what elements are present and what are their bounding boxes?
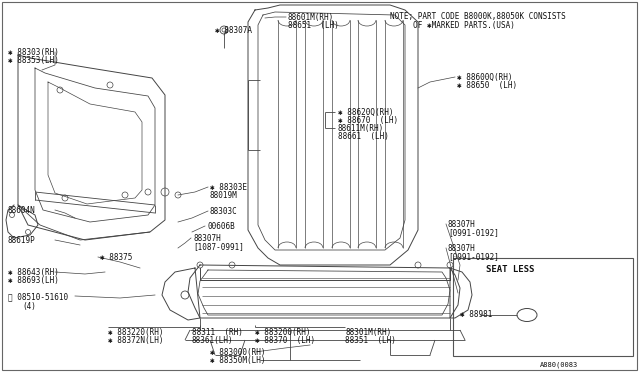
- Ellipse shape: [517, 308, 537, 321]
- Text: 88351  (LH): 88351 (LH): [345, 336, 396, 345]
- Text: ✱ 88693(LH): ✱ 88693(LH): [8, 276, 59, 285]
- Text: SEAT LESS: SEAT LESS: [486, 265, 534, 274]
- Text: ✱ 88372N(LH): ✱ 88372N(LH): [108, 336, 163, 345]
- Text: ✱ 88303(RH): ✱ 88303(RH): [8, 48, 59, 57]
- Circle shape: [107, 82, 113, 88]
- Text: ✱ 88307A: ✱ 88307A: [215, 26, 252, 35]
- Text: (4): (4): [22, 302, 36, 311]
- Text: ✱ 883000(RH): ✱ 883000(RH): [210, 348, 266, 357]
- Text: Ⓢ 08510-51610: Ⓢ 08510-51610: [8, 292, 68, 301]
- Text: [0991-0192]: [0991-0192]: [448, 252, 499, 261]
- Text: 88604N: 88604N: [8, 206, 36, 215]
- Text: ✱ 88981: ✱ 88981: [460, 310, 492, 319]
- Text: ✱ 88353(LH): ✱ 88353(LH): [8, 56, 59, 65]
- Circle shape: [161, 188, 169, 196]
- Text: 88661  (LH): 88661 (LH): [338, 132, 389, 141]
- Text: ✱ 88670  (LH): ✱ 88670 (LH): [338, 116, 398, 125]
- Text: ✱ 88600Q(RH): ✱ 88600Q(RH): [457, 73, 513, 82]
- Circle shape: [10, 212, 15, 218]
- Text: ✱ 883200(RH): ✱ 883200(RH): [255, 328, 310, 337]
- Text: 88311  (RH): 88311 (RH): [192, 328, 243, 337]
- Circle shape: [57, 87, 63, 93]
- Circle shape: [62, 195, 68, 201]
- Text: 88307H: 88307H: [448, 220, 476, 229]
- Circle shape: [229, 262, 235, 268]
- Text: 00606B: 00606B: [207, 222, 235, 231]
- Text: 88303C: 88303C: [210, 207, 237, 216]
- Circle shape: [447, 262, 453, 268]
- Text: NOTE; PART CODE B8000K,88050K CONSISTS: NOTE; PART CODE B8000K,88050K CONSISTS: [390, 12, 566, 21]
- Text: 88307H: 88307H: [193, 234, 221, 243]
- Text: [1087-0991]: [1087-0991]: [193, 242, 244, 251]
- Circle shape: [454, 281, 462, 289]
- Text: 88361(LH): 88361(LH): [192, 336, 234, 345]
- Circle shape: [181, 291, 189, 299]
- Circle shape: [415, 262, 421, 268]
- Circle shape: [26, 230, 31, 234]
- Text: ✱ 88620Q(RH): ✱ 88620Q(RH): [338, 108, 394, 117]
- Circle shape: [175, 192, 181, 198]
- Text: ✱ 883220(RH): ✱ 883220(RH): [108, 328, 163, 337]
- Text: OF ✱MARKED PARTS.(USA): OF ✱MARKED PARTS.(USA): [390, 21, 515, 30]
- Text: ✱ 88303E: ✱ 88303E: [210, 183, 247, 192]
- Text: 88301M(RH): 88301M(RH): [345, 328, 391, 337]
- Text: ✱ 88643(RH): ✱ 88643(RH): [8, 268, 59, 277]
- Text: ✱ 88375: ✱ 88375: [100, 253, 132, 262]
- Text: 88611M(RH): 88611M(RH): [338, 124, 384, 133]
- Circle shape: [122, 192, 128, 198]
- Text: 88307H: 88307H: [448, 244, 476, 253]
- Text: ✱ 88350M(LH): ✱ 88350M(LH): [210, 356, 266, 365]
- Text: ✱ 88370  (LH): ✱ 88370 (LH): [255, 336, 315, 345]
- Text: 88019M: 88019M: [210, 191, 237, 200]
- Circle shape: [220, 26, 228, 34]
- Circle shape: [222, 28, 226, 32]
- Circle shape: [197, 262, 203, 268]
- Text: A880(0083: A880(0083: [540, 362, 579, 369]
- Bar: [453, 258, 633, 356]
- Circle shape: [454, 301, 462, 309]
- Circle shape: [145, 189, 151, 195]
- Text: ✱ 88650  (LH): ✱ 88650 (LH): [457, 81, 517, 90]
- Text: 88651  (LH): 88651 (LH): [288, 21, 339, 30]
- Text: 88601M(RH): 88601M(RH): [288, 13, 334, 22]
- Text: 88619P: 88619P: [8, 236, 36, 245]
- Text: [0991-0192]: [0991-0192]: [448, 228, 499, 237]
